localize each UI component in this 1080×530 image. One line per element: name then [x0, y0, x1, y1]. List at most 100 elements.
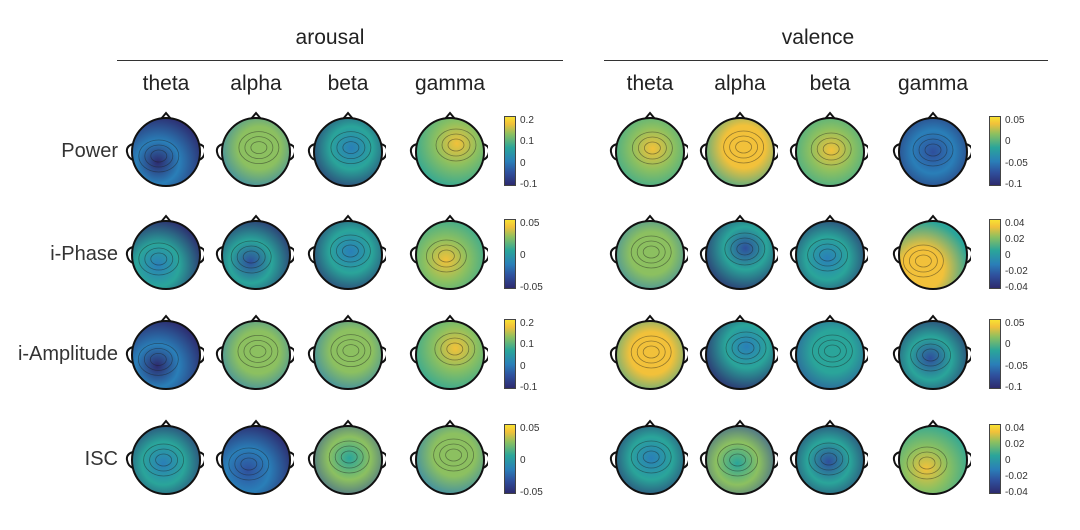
contour-line	[435, 128, 477, 162]
contour-line	[729, 135, 758, 159]
colorbar-tick: 0	[1005, 250, 1011, 261]
ear-outline	[965, 346, 971, 364]
ear-outline	[682, 246, 688, 264]
row-label-power: Power	[61, 140, 118, 162]
colorbar-tick: -0.1	[520, 179, 538, 190]
ear-outline	[682, 346, 688, 364]
topomap-arousal-power-beta	[307, 111, 386, 187]
contour-line	[149, 353, 167, 366]
topomap-valence-i-phase-gamma	[892, 214, 971, 290]
band-label-arousal-gamma: gamma	[414, 72, 486, 95]
ear-outline	[125, 346, 134, 364]
ear-outline	[699, 246, 708, 264]
ear-outline	[198, 451, 204, 469]
nose-outline	[927, 214, 939, 223]
topomap-valence-i-amplitude-beta	[789, 314, 868, 390]
colorbar-tick: 0.1	[520, 339, 534, 351]
topomap-arousal-isc-beta	[307, 419, 386, 495]
contour-line	[729, 453, 746, 467]
nose-outline	[734, 214, 746, 223]
colorbar-tick: -0.04	[1005, 487, 1028, 498]
contour-line	[808, 442, 850, 476]
scalp-map	[615, 220, 685, 290]
contour-line	[636, 340, 666, 364]
ear-outline	[789, 246, 798, 264]
contour-line	[642, 450, 660, 464]
contour-line	[630, 440, 672, 474]
contour-line	[143, 348, 173, 371]
contour-line	[810, 132, 852, 166]
nose-outline	[734, 314, 746, 323]
scalp-map	[795, 425, 865, 495]
ear-outline	[772, 246, 778, 264]
band-label-valence-alpha: alpha	[714, 72, 766, 95]
ear-outline	[965, 451, 971, 469]
contour-line	[723, 130, 764, 164]
band-label-valence-theta: theta	[626, 72, 674, 95]
nose-outline	[342, 419, 354, 428]
row-label-isc: ISC	[84, 448, 118, 470]
contour-line	[439, 443, 468, 467]
topomap-arousal-i-amplitude-alpha	[215, 314, 294, 390]
contour-line	[735, 140, 752, 154]
contour-line	[137, 343, 179, 376]
scalp-map	[313, 117, 383, 187]
band-label-valence-gamma: gamma	[897, 72, 969, 95]
ear-outline	[288, 346, 294, 364]
contour-line	[433, 438, 474, 472]
nose-outline	[824, 314, 836, 323]
nose-outline	[444, 314, 456, 323]
contour-line	[636, 240, 666, 264]
contour-line	[630, 235, 672, 269]
scalp-map	[313, 220, 383, 290]
nose-outline	[734, 419, 746, 428]
colorbar-tick: -0.1	[1005, 179, 1023, 190]
ear-outline	[307, 246, 316, 264]
nose-outline	[644, 419, 656, 428]
ear-outline	[965, 143, 971, 161]
ear-outline	[892, 246, 901, 264]
nose-outline	[444, 214, 456, 223]
ear-outline	[198, 246, 204, 264]
scalp-map	[898, 425, 968, 495]
ear-outline	[772, 346, 778, 364]
contour-line	[342, 141, 360, 154]
topomap-valence-i-phase-alpha	[699, 214, 778, 290]
topomap-valence-i-amplitude-theta	[609, 314, 688, 390]
contour-line	[446, 342, 464, 356]
ear-outline	[862, 346, 868, 364]
ear-outline	[772, 451, 778, 469]
nose-outline	[927, 419, 939, 428]
contour-line	[149, 448, 178, 472]
nose-outline	[644, 314, 656, 323]
colorbar-tick: 0.05	[520, 218, 540, 229]
topomap-valence-isc-theta	[609, 419, 688, 495]
nose-outline	[342, 314, 354, 323]
colorbar-tick: -0.02	[1005, 471, 1028, 482]
ear-outline	[380, 246, 386, 264]
colorbar-arousal-isc	[504, 424, 516, 494]
contour-line	[819, 248, 836, 262]
contour-line	[336, 339, 366, 362]
contour-line	[903, 244, 944, 278]
nose-outline	[160, 214, 172, 223]
ear-outline	[125, 451, 134, 469]
ear-outline	[892, 143, 901, 161]
contour-line	[334, 445, 364, 469]
contour-line	[717, 443, 758, 477]
ear-outline	[409, 451, 418, 469]
contour-line	[737, 341, 755, 355]
nose-outline	[734, 111, 746, 120]
colorbar-tick: 0.02	[1005, 234, 1025, 245]
topomap-valence-i-phase-theta	[609, 214, 688, 290]
contour-line	[441, 133, 471, 157]
colorbar-tick: 0.2	[520, 318, 534, 329]
ear-outline	[892, 346, 901, 364]
scalp-map	[795, 117, 865, 187]
scalp-map	[795, 220, 865, 290]
group-rule-valence	[604, 60, 1048, 61]
scalp-map	[898, 320, 968, 390]
colorbar-tick: -0.02	[1005, 266, 1028, 277]
ear-outline	[789, 346, 798, 364]
contour-line	[138, 242, 180, 276]
